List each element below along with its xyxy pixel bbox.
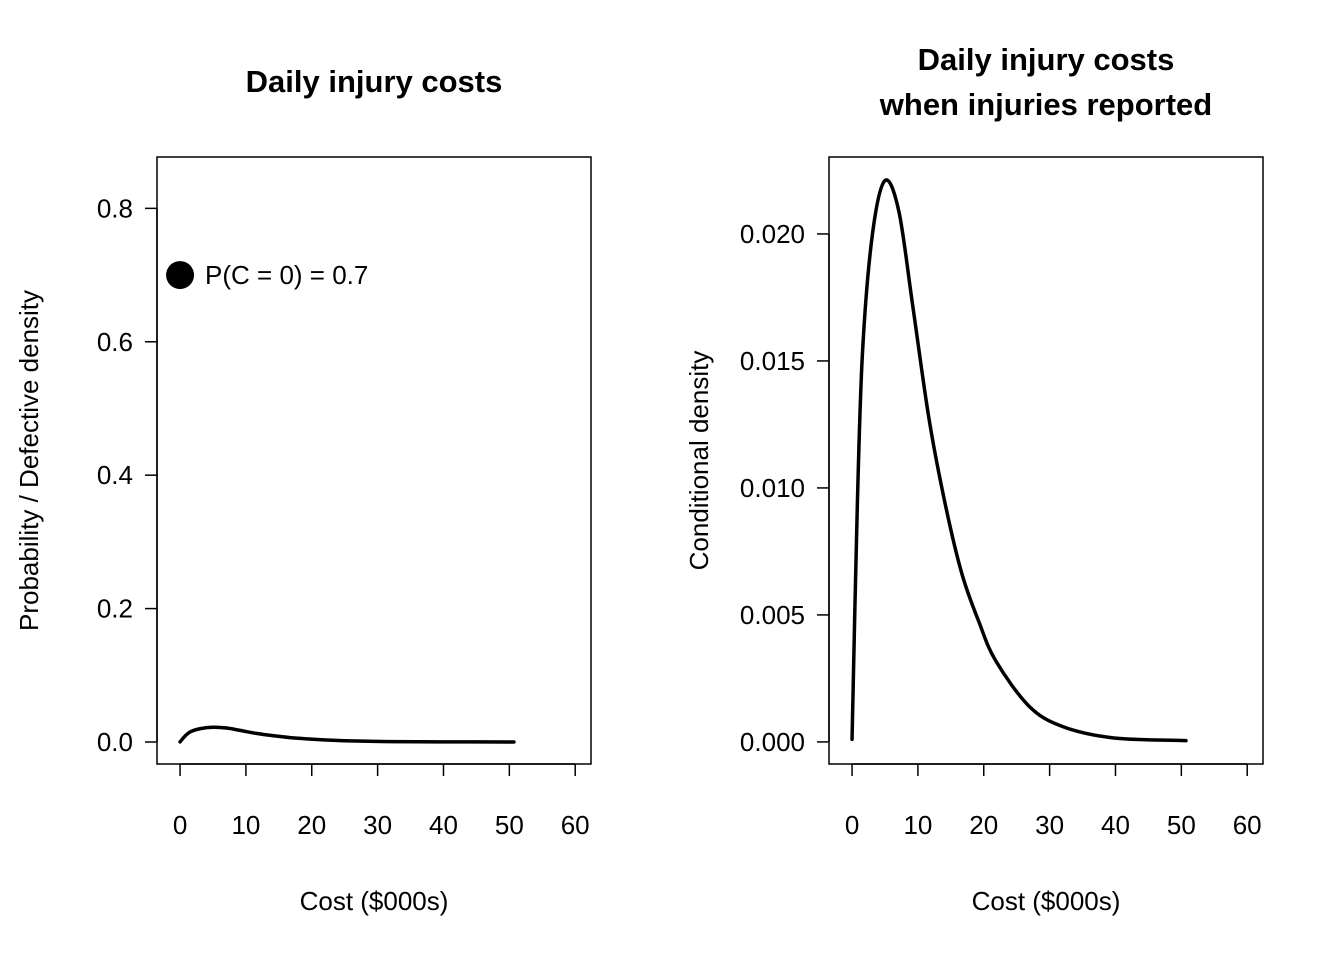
x-tick-label: 30 — [1035, 810, 1064, 840]
panel-2: Daily injury costs when injuries reported… — [684, 42, 1264, 916]
chart-title: when injuries reported — [879, 87, 1212, 122]
y-tick-label: 0.020 — [740, 219, 805, 249]
y-tick-label: 0.010 — [740, 473, 805, 503]
chart-title: Daily injury costs — [918, 42, 1175, 77]
plot-box — [156, 156, 592, 765]
point-mass-marker — [166, 261, 195, 290]
x-tick-label: 50 — [1167, 810, 1196, 840]
x-tick-label: 50 — [495, 810, 524, 840]
x-tick-label: 20 — [297, 810, 326, 840]
y-tick-label: 0.4 — [97, 460, 133, 490]
y-tick-label: 0.6 — [97, 327, 133, 357]
y-tick-label: 0.2 — [97, 594, 133, 624]
x-tick-label: 10 — [231, 810, 260, 840]
x-tick-label: 10 — [903, 810, 932, 840]
density-curve — [178, 725, 516, 744]
y-axis-label: Conditional density — [684, 351, 714, 571]
x-tick-label: 40 — [429, 810, 458, 840]
x-tick-label: 0 — [173, 810, 187, 840]
x-tick-label: 40 — [1101, 810, 1130, 840]
plot-box — [828, 156, 1264, 765]
y-tick-label: 0.0 — [97, 727, 133, 757]
x-axis-label: Cost ($000s) — [300, 886, 449, 916]
x-axis-label: Cost ($000s) — [972, 886, 1121, 916]
x-tick-label: 20 — [969, 810, 998, 840]
x-tick-label: 60 — [561, 810, 590, 840]
y-tick-label: 0.8 — [97, 193, 133, 223]
x-tick-label: 30 — [363, 810, 392, 840]
y-tick-label: 0.015 — [740, 346, 805, 376]
x-tick-label: 0 — [845, 810, 859, 840]
density-curve — [850, 178, 1188, 743]
y-tick-label: 0.005 — [740, 600, 805, 630]
panel-1: Daily injury costs 0 10 20 30 40 50 60 Cost ($00… — [14, 64, 592, 916]
chart-title: Daily injury costs — [246, 64, 503, 99]
y-axis-label: Probability / Defective density — [14, 290, 44, 631]
y-tick-label: 0.000 — [740, 727, 805, 757]
x-tick-label: 60 — [1233, 810, 1262, 840]
point-mass-label: P(C = 0) = 0.7 — [205, 260, 368, 290]
